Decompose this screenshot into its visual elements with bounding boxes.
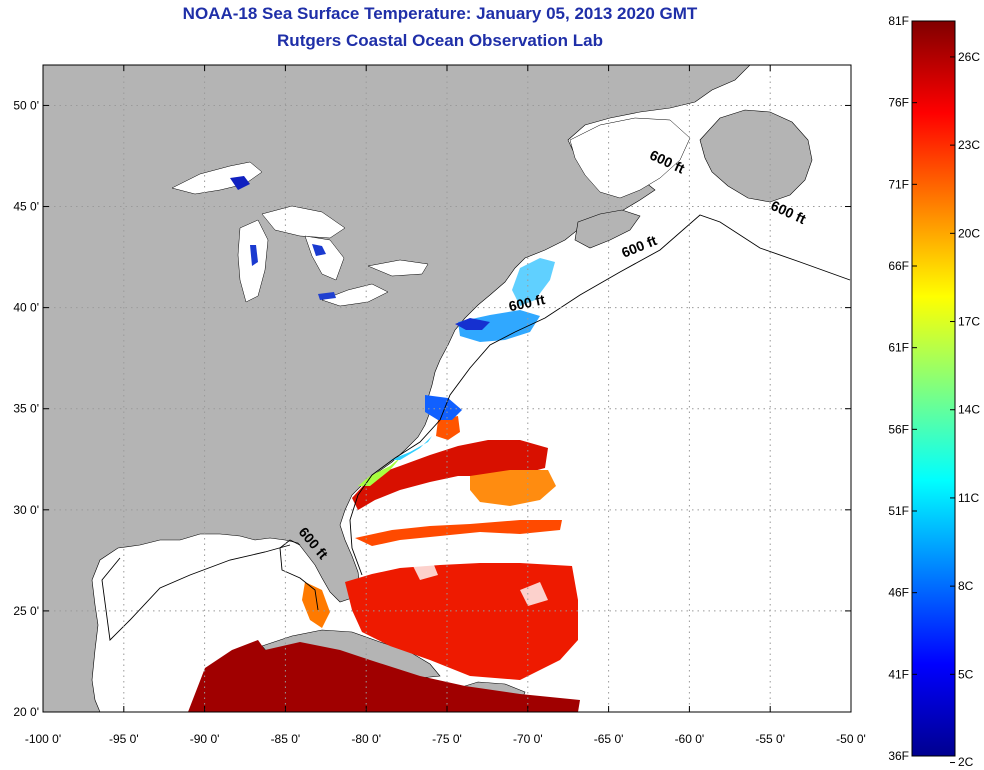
- colorbar-f-label: 81F: [888, 14, 909, 28]
- lon-tick-label: -95 0': [109, 732, 139, 746]
- colorbar: [911, 20, 956, 757]
- sst-data-layer: [188, 258, 580, 712]
- colorbar-c-label: 20C: [958, 226, 980, 240]
- colorbar-f-label: 46F: [888, 586, 909, 600]
- colorbar-f-label: 51F: [888, 504, 909, 518]
- lon-tick-label: -55 0': [755, 732, 785, 746]
- axis-ticks: -100 0' -95 0' -90 0' -85 0' -80 0' -75 0' -70…: [13, 65, 866, 746]
- colorbar-f-label: 76F: [888, 96, 909, 110]
- grid-lines: [43, 65, 851, 712]
- lon-tick-label: -75 0': [432, 732, 462, 746]
- colorbar-c-label: 14C: [958, 403, 980, 417]
- lake-ontario-sst: [318, 292, 336, 300]
- lake-huron-sst: [312, 244, 326, 256]
- lon-tick-label: -100 0': [25, 732, 61, 746]
- colorbar-c-label: 5C: [958, 667, 974, 681]
- lon-tick-label: -60 0': [675, 732, 705, 746]
- colorbar-c-label: 2C: [958, 755, 974, 769]
- lat-tick-label: 40 0': [13, 301, 39, 315]
- colorbar-f-label: 41F: [888, 667, 909, 681]
- gulf-of-st-lawrence: [569, 117, 691, 199]
- lon-tick-label: -90 0': [190, 732, 220, 746]
- lon-tick-label: -50 0': [836, 732, 866, 746]
- lon-tick-label: -80 0': [351, 732, 381, 746]
- colorbar-f-label: 71F: [888, 177, 909, 191]
- lat-tick-label: 50 0': [13, 98, 39, 112]
- colorbar-c-label: 8C: [958, 579, 974, 593]
- map-subtitle: Rutgers Coastal Ocean Observation Lab: [277, 31, 603, 50]
- colorbar-f-label: 56F: [888, 422, 909, 436]
- depth-contour-gulf: [101, 544, 291, 641]
- lat-tick-label: 25 0': [13, 604, 39, 618]
- colorbar-c-label: 17C: [958, 315, 980, 329]
- colorbar-c-label: 23C: [958, 138, 980, 152]
- lake-superior-sst: [230, 176, 250, 190]
- colorbar-f-label: 66F: [888, 259, 909, 273]
- lat-tick-label: 35 0': [13, 402, 39, 416]
- land-newfoundland: [699, 109, 813, 203]
- colorbar-labels: 81F 76F 71F 66F 61F 56F 51F 46F 41F 36F 26C 23C 20C 1…: [888, 14, 980, 769]
- lon-tick-label: -85 0': [271, 732, 301, 746]
- colorbar-c-label: 26C: [958, 50, 980, 64]
- colorbar-c-label: 11C: [958, 491, 979, 505]
- contour-label-600ft: 600 ft: [507, 291, 546, 314]
- colorbar-f-label: 61F: [888, 341, 909, 355]
- lat-tick-label: 45 0': [13, 200, 39, 214]
- lat-tick-label: 30 0': [13, 503, 39, 517]
- land-nova-scotia: [574, 209, 641, 249]
- map-title: NOAA-18 Sea Surface Temperature: January…: [182, 4, 698, 23]
- lat-tick-label: 20 0': [13, 705, 39, 719]
- depth-contour-600ft: [279, 214, 851, 611]
- lon-tick-label: -65 0': [594, 732, 624, 746]
- lon-tick-label: -70 0': [513, 732, 543, 746]
- lake-michigan-sst: [250, 245, 258, 266]
- colorbar-f-label: 36F: [888, 749, 909, 763]
